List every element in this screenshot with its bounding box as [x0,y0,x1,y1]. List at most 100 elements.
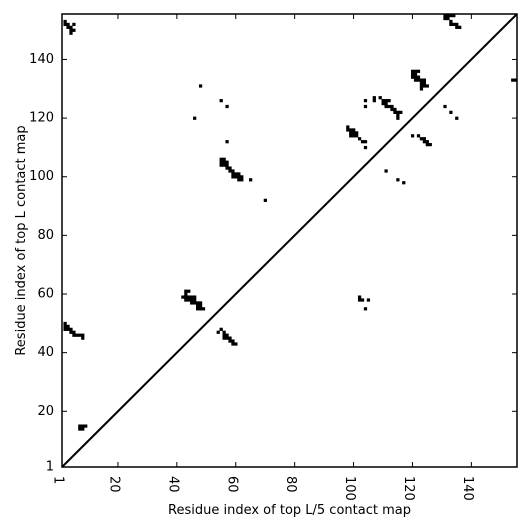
contact-point-upper [419,81,424,85]
contact-point-upper [452,14,456,18]
contact-point-upper [225,140,229,144]
contact-point-upper [372,99,376,103]
contact-point-upper [384,169,388,173]
contact-point-upper [237,178,241,182]
contact-point-upper [355,134,359,138]
contact-point-upper [425,140,429,144]
contact-point-upper [455,25,459,29]
contact-point-upper [422,78,427,82]
contact-point-upper [240,178,244,182]
contact-point-upper [449,22,453,27]
contact-point-upper [195,301,200,305]
contact-point-upper [231,175,235,179]
contact-point-upper [234,175,238,179]
contact-point-upper [195,304,200,308]
contact-point-upper [396,113,400,117]
contact-point-upper [443,16,447,21]
contact-point-upper [396,110,400,114]
contact-point-lower [78,333,82,337]
contact-point-upper [198,304,203,308]
contact-point-lower [363,307,368,311]
x-tick-label: 1 [51,476,66,484]
contact-point-lower [357,298,362,302]
contact-point-upper [222,157,226,161]
contact-point-upper [234,172,238,176]
contact-point-upper [360,140,365,144]
contact-point-lower [228,336,232,340]
contact-point-upper [410,72,415,76]
contact-point-upper [225,104,229,109]
contact-point-upper [416,75,421,79]
plot-area [63,14,518,431]
contact-point-upper [422,137,427,141]
contact-point-upper [390,107,394,112]
contact-point-upper [393,107,397,112]
contact-point-upper [422,140,427,144]
contact-point-upper [219,157,223,161]
contact-point-upper [511,78,515,82]
contact-point-upper [363,145,368,150]
x-tick-label: 80 [283,476,298,493]
contact-point-upper [346,128,350,132]
contact-point-lower [222,333,226,337]
y-tick-label: 60 [37,287,54,302]
contact-point-upper [349,134,353,138]
contact-point-lower [228,339,232,343]
contact-point-upper [201,307,206,311]
contact-point-upper [455,116,459,120]
contact-point-upper [446,16,450,21]
contact-point-lower [75,333,79,337]
contact-point-upper [195,307,200,311]
contact-point-upper [263,198,267,202]
contact-point-lower [231,339,235,343]
contact-point-lower [63,324,67,329]
contact-point-upper [352,131,356,135]
contact-point-upper [222,160,226,164]
contact-point-upper [387,104,391,109]
contact-point-lower [222,330,226,334]
contact-point-upper [396,178,400,182]
contact-point-upper [390,104,394,109]
contact-point-upper [381,99,385,103]
contact-point-upper [237,175,241,179]
y-tick-label: 100 [29,169,54,184]
contact-point-upper [190,298,194,302]
contact-point-upper [410,69,415,73]
contact-point-lower [72,333,76,337]
contact-point-lower [78,427,82,431]
contact-point-upper [198,307,203,311]
contact-point-upper [413,75,418,79]
contact-point-upper [413,72,418,76]
contact-point-lower [81,333,85,337]
contact-point-upper [363,140,368,144]
contact-point-upper [449,19,453,24]
contact-point-upper [443,104,447,109]
contact-point-upper [66,25,70,29]
contact-point-upper [422,81,427,85]
y-tick-label: 20 [37,404,54,419]
contact-point-upper [184,295,188,299]
contact-point-upper [249,178,253,182]
y-axis-label: Residue index of top L contact map [14,125,29,355]
contact-point-upper [410,134,415,138]
contact-point-upper [190,301,194,305]
contact-point-upper [419,137,424,141]
contact-point-upper [184,289,188,293]
contact-point-lower [69,330,73,334]
contact-point-upper [446,14,450,18]
contact-point-upper [387,99,391,103]
contact-point-lower [63,321,67,326]
contact-point-upper [184,298,188,302]
contact-point-upper [384,101,388,106]
contact-point-upper [187,289,191,293]
contact-point-lower [225,333,229,337]
contact-point-upper [422,84,427,88]
contact-point-upper [63,19,67,24]
contact-point-lower [78,424,82,428]
contact-point-upper [198,84,203,88]
contact-point-upper [428,143,432,147]
contact-point-upper [378,96,382,100]
contact-point-upper [225,163,229,167]
contact-point-upper [190,295,194,299]
